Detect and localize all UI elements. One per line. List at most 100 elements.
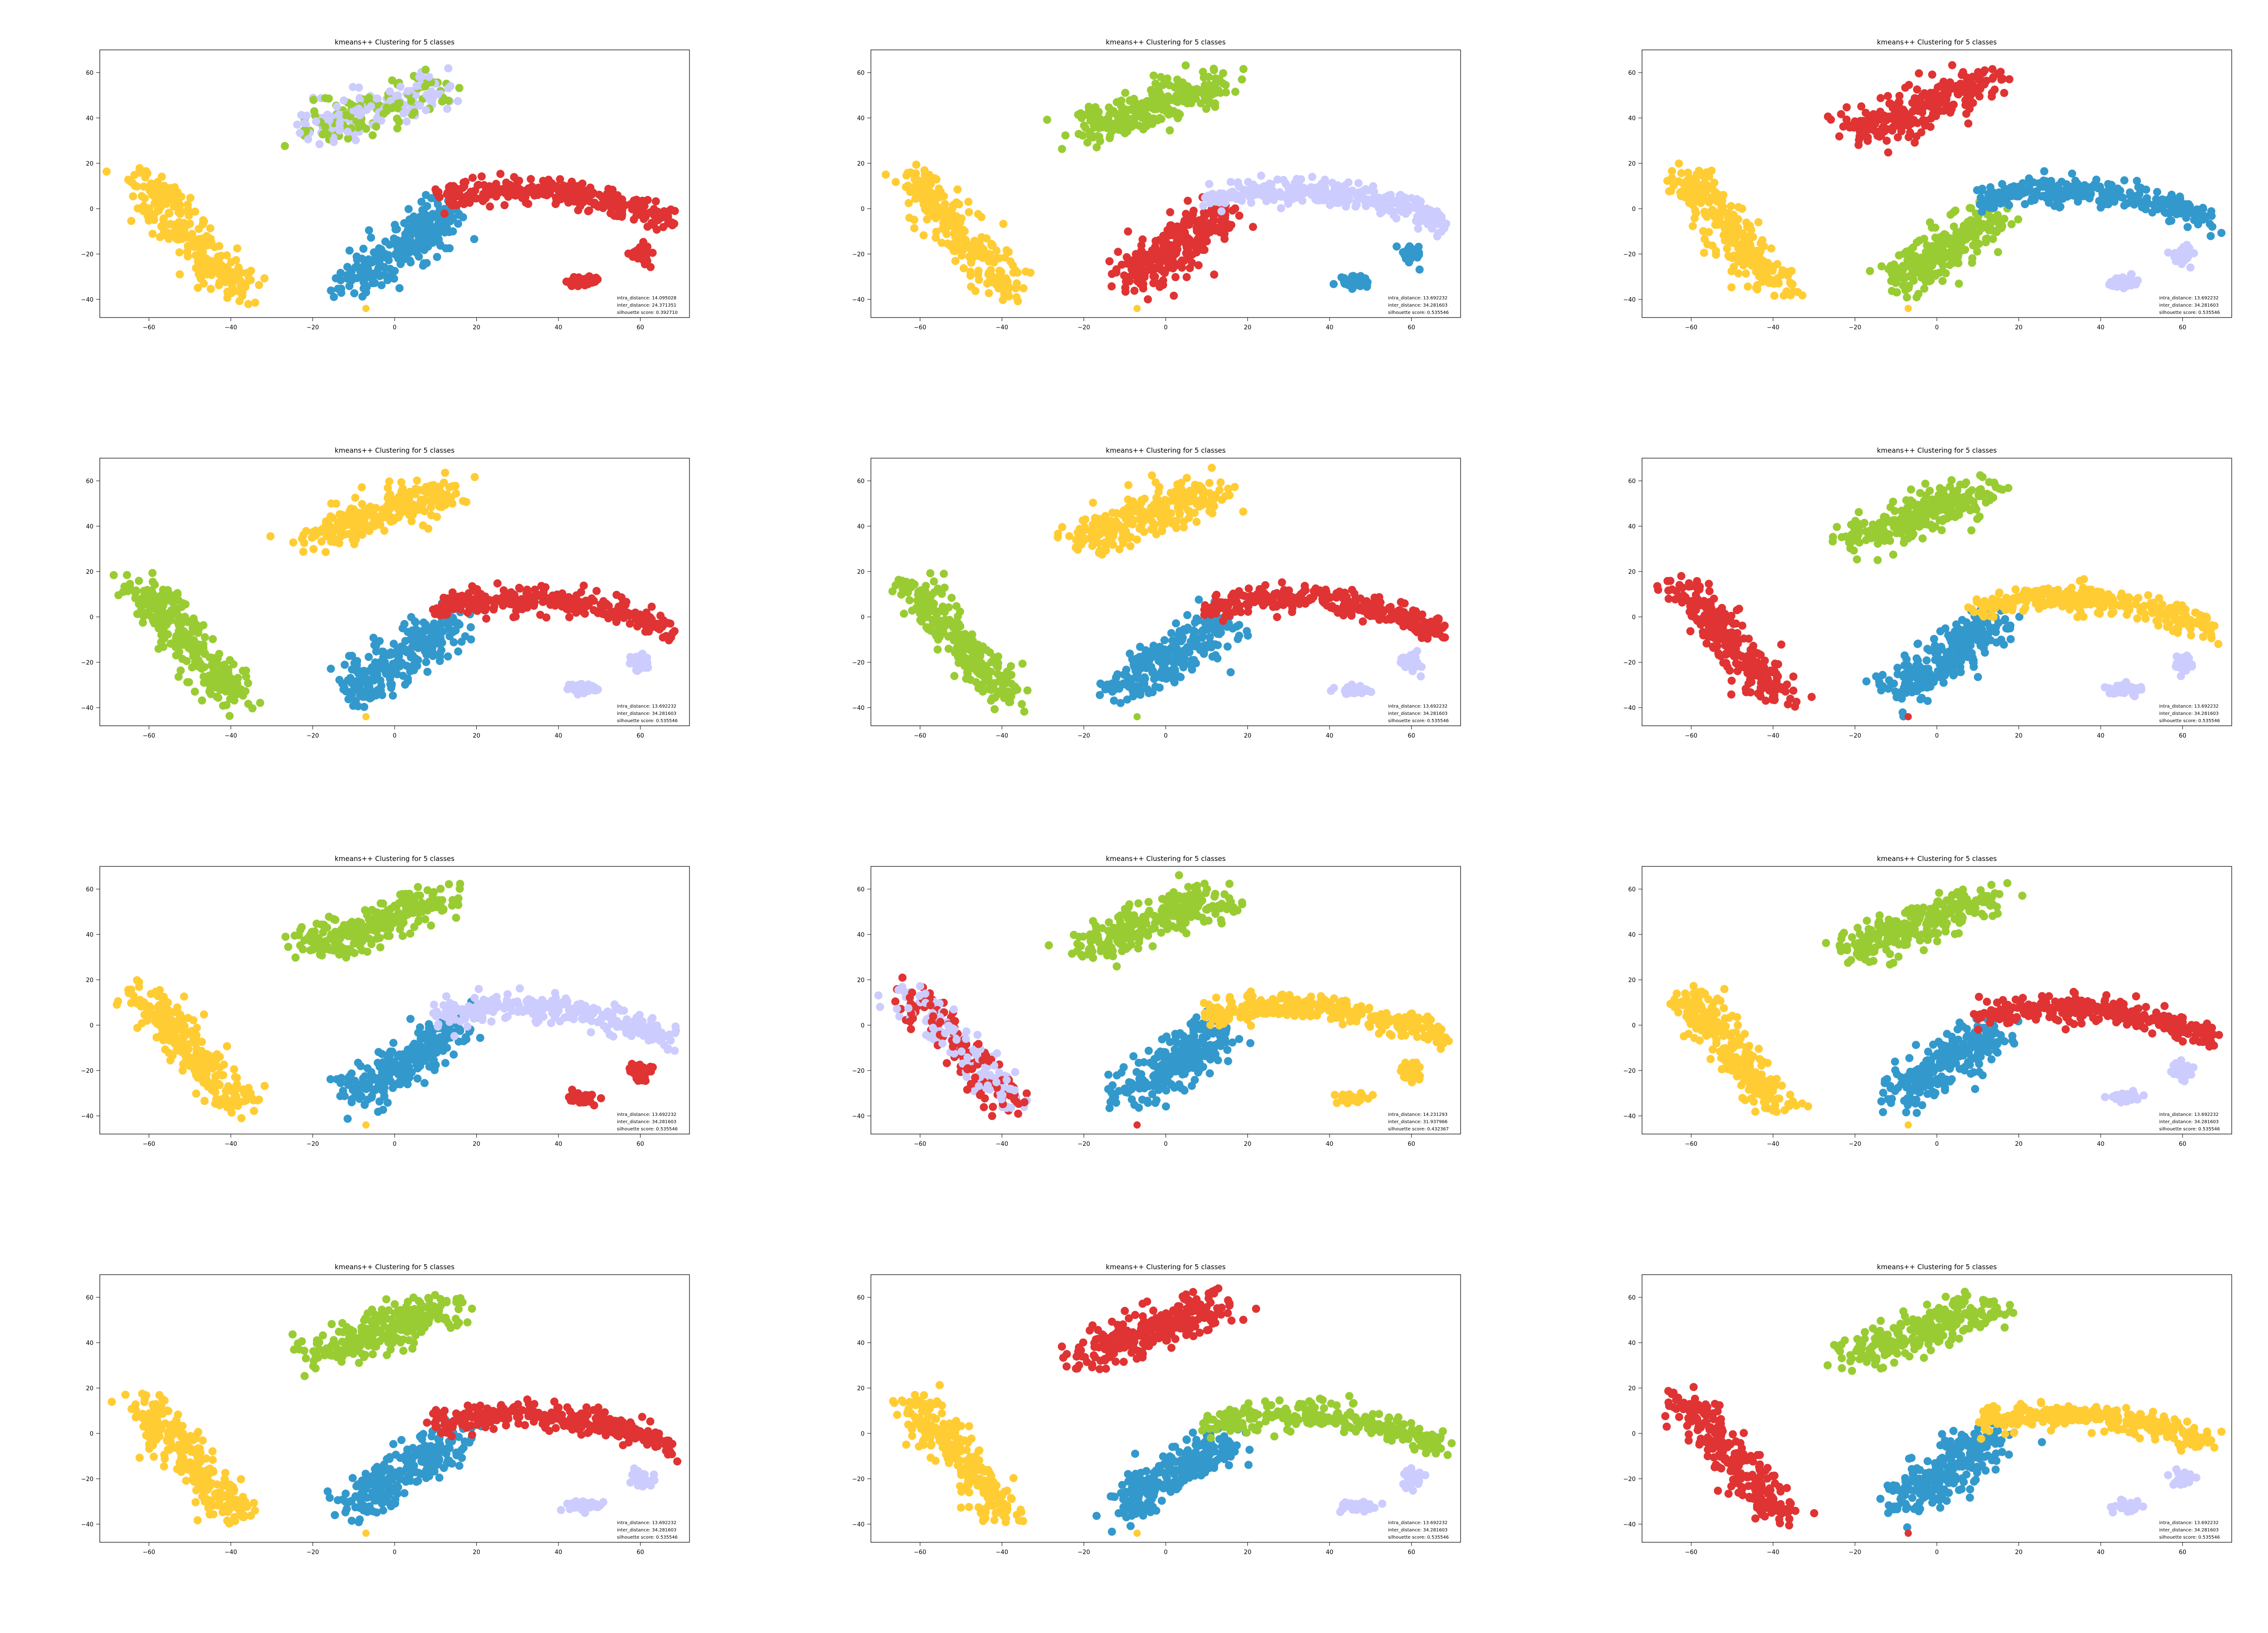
data-point <box>600 196 608 205</box>
data-point <box>410 212 418 221</box>
data-point <box>2055 203 2064 212</box>
data-point <box>1928 90 1936 98</box>
data-point <box>406 237 415 245</box>
data-point <box>2072 180 2080 189</box>
data-point <box>398 484 407 493</box>
data-point <box>2182 214 2190 222</box>
data-point <box>420 217 429 225</box>
data-point <box>1199 201 1207 210</box>
data-point <box>191 251 200 259</box>
data-point <box>912 169 920 178</box>
data-point <box>1114 248 1122 256</box>
data-point <box>1181 228 1189 237</box>
data-point <box>2104 180 2112 188</box>
data-point <box>393 241 401 249</box>
data-point <box>150 215 158 224</box>
y-tick-label: 20 <box>86 569 93 576</box>
data-point <box>1179 89 1188 98</box>
data-point <box>142 167 150 176</box>
stats-annotation: inter_distance: 24.371351 <box>617 303 676 308</box>
data-point <box>213 693 221 701</box>
data-point <box>628 205 636 214</box>
data-point <box>404 205 413 213</box>
data-point <box>1871 119 1879 128</box>
data-point <box>370 257 378 266</box>
data-point <box>455 210 463 218</box>
data-point <box>354 104 363 113</box>
data-point <box>592 587 601 595</box>
data-point <box>1166 221 1175 230</box>
data-point <box>417 500 425 508</box>
data-point <box>1112 265 1121 274</box>
data-point <box>1171 273 1180 281</box>
data-point <box>1966 78 1975 87</box>
data-point <box>420 507 429 516</box>
data-point <box>542 613 551 622</box>
data-point <box>516 584 524 593</box>
data-point <box>2087 190 2095 198</box>
data-point <box>341 530 349 538</box>
data-point <box>1731 214 1740 223</box>
data-point <box>407 517 416 525</box>
y-tick-label: 60 <box>86 70 93 77</box>
data-point <box>881 170 890 179</box>
data-point <box>584 207 592 215</box>
data-point <box>297 111 306 119</box>
data-point <box>1995 189 2004 198</box>
data-point <box>195 270 203 279</box>
data-point <box>1375 194 1383 202</box>
data-point <box>618 210 626 219</box>
data-point <box>1929 110 1937 118</box>
data-point <box>964 197 973 206</box>
x-tick-label: 60 <box>636 733 644 739</box>
data-point <box>402 117 411 126</box>
data-point <box>513 177 522 186</box>
data-point <box>575 188 583 196</box>
data-point <box>401 645 410 654</box>
data-point <box>567 605 576 613</box>
data-point <box>435 657 444 665</box>
data-point <box>1934 83 1942 92</box>
x-tick-label: 0 <box>1164 324 1168 331</box>
data-point <box>417 197 426 206</box>
data-point <box>958 246 967 255</box>
data-point <box>1086 116 1095 125</box>
data-point <box>360 272 368 281</box>
data-point <box>389 691 397 700</box>
data-point <box>1422 214 1431 222</box>
data-point <box>202 676 210 685</box>
data-point <box>1165 229 1174 237</box>
data-point <box>1411 250 1419 259</box>
data-point <box>367 102 375 111</box>
data-point <box>1928 70 1936 79</box>
data-point <box>944 645 953 653</box>
data-point <box>643 222 652 231</box>
data-point <box>1854 141 1863 149</box>
data-point <box>1978 185 1986 193</box>
data-point <box>1166 208 1174 216</box>
data-point <box>194 284 202 292</box>
data-point <box>2130 194 2139 202</box>
data-point <box>1884 265 1893 273</box>
data-point <box>1710 195 1718 204</box>
data-point <box>2007 220 2016 229</box>
data-point <box>455 84 464 92</box>
data-point <box>1851 117 1859 126</box>
data-point <box>1925 267 1933 275</box>
data-point <box>1398 207 1406 216</box>
stats-annotation: inter_distance: 34.281603 <box>617 711 676 716</box>
data-point <box>148 191 156 199</box>
chart-title: kmeans++ Clustering for 5 classes <box>1106 38 1226 46</box>
data-point <box>1369 182 1378 191</box>
data-point <box>348 83 357 91</box>
data-point <box>309 545 318 553</box>
data-point <box>428 643 437 652</box>
data-point <box>1727 202 1735 210</box>
x-tick-label: 40 <box>1326 324 1334 331</box>
data-point <box>437 503 446 511</box>
data-point <box>1707 166 1716 175</box>
data-point <box>1007 662 1015 670</box>
data-point <box>190 240 198 248</box>
data-point <box>453 187 461 196</box>
